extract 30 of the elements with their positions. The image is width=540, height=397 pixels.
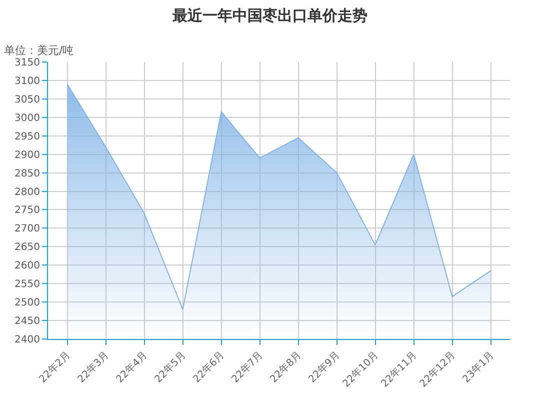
y-tick-label: 2600: [14, 260, 40, 272]
x-tick-label: 22年9月: [306, 349, 342, 386]
y-tick-label: 2450: [14, 316, 40, 328]
y-tick-label: 3100: [14, 76, 40, 87]
y-tick-label: 3000: [14, 112, 40, 124]
y-tick-label: 2750: [14, 205, 40, 216]
x-tick-label: 22年6月: [190, 349, 227, 386]
x-tick-label: 22年2月: [36, 349, 73, 386]
y-tick-label: 2400: [14, 334, 40, 346]
x-tick-label: 23年1月: [460, 349, 496, 386]
y-tick-label: 2500: [14, 298, 40, 309]
x-tick-label: 22年10月: [340, 349, 381, 390]
y-tick-label: 2700: [14, 224, 40, 235]
x-tick-label: 22年3月: [75, 349, 112, 386]
y-tick-label: 2950: [14, 131, 40, 142]
y-tick-label: 2800: [14, 186, 40, 198]
y-tick-label: 2550: [14, 279, 40, 290]
x-tick-label: 22年4月: [114, 349, 150, 386]
chart-title: 最近一年中国枣出口单价走势: [172, 6, 368, 24]
x-tick-label: 22年8月: [268, 349, 304, 386]
y-tick-label: 2900: [14, 150, 40, 161]
y-tick-label: 3150: [14, 58, 40, 68]
y-axis-title: 单位：美元/吨: [4, 44, 74, 57]
x-tick-label: 22年11月: [378, 349, 420, 390]
x-tick-label: 22年7月: [229, 349, 266, 386]
x-tick-label: 22年12月: [417, 349, 458, 390]
y-tick-label: 2850: [14, 168, 40, 180]
y-tick-label: 2650: [14, 242, 40, 254]
x-tick-label: 22年5月: [152, 349, 188, 386]
y-tick-label: 3050: [14, 94, 40, 106]
